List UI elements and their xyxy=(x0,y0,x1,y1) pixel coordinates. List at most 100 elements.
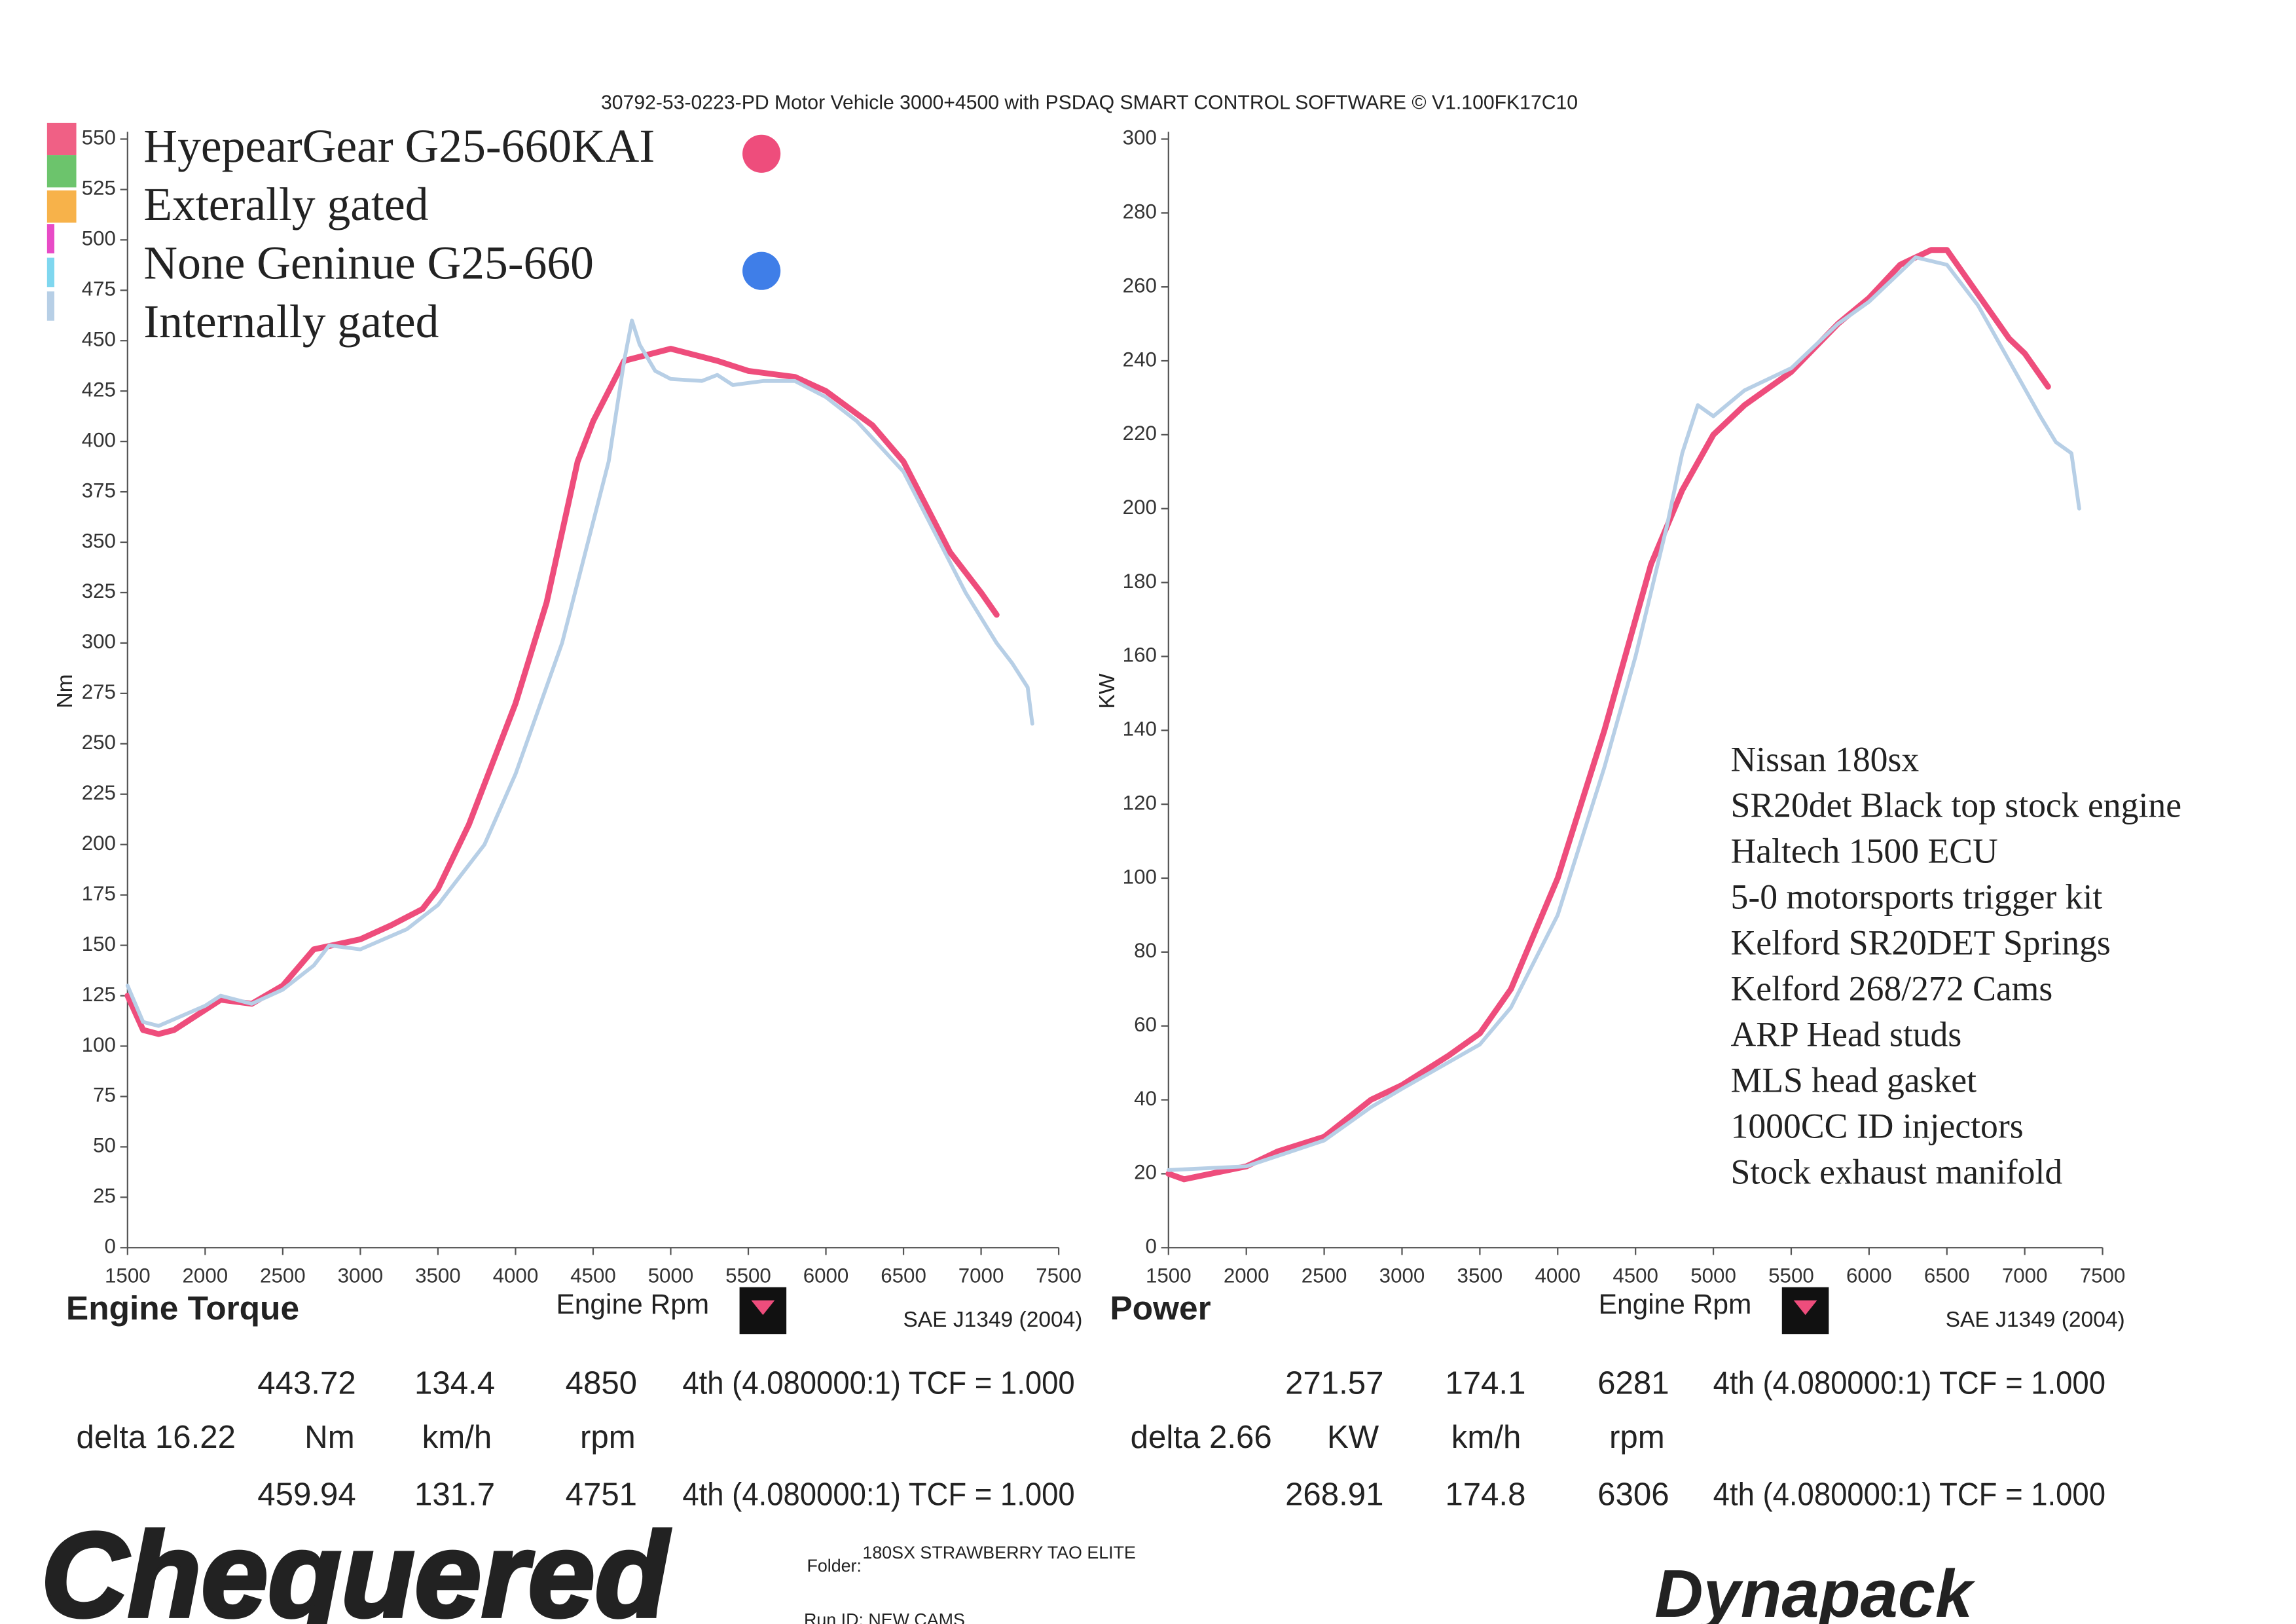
brand-logo: Chequered xyxy=(41,1507,671,1624)
y-tick-label: 160 xyxy=(1123,644,1157,667)
folder-label: Folder: xyxy=(807,1556,862,1576)
y-tick-label: 475 xyxy=(82,278,116,301)
x-tick-label: 6000 xyxy=(803,1264,849,1287)
standard: SAE J1349 (2004) xyxy=(1946,1308,2125,1332)
x-tick-label: 2500 xyxy=(1302,1264,1347,1287)
x-tick-label: 2000 xyxy=(1224,1264,1269,1287)
y-tick-label: 500 xyxy=(82,227,116,250)
series-line xyxy=(125,318,1034,1028)
note-line: SR20det Black top stock engine xyxy=(1731,785,2181,824)
x-tick-label: 5500 xyxy=(1768,1264,1814,1287)
x-tick-label: 2000 xyxy=(183,1264,228,1287)
x-tick-label: 6500 xyxy=(881,1264,926,1287)
y-tick-label: 225 xyxy=(82,781,116,804)
x-tick-label: 5000 xyxy=(648,1264,694,1287)
y-tick-label: 525 xyxy=(82,177,116,200)
x-tick-label: 2500 xyxy=(260,1264,306,1287)
chart: 0 25 50 75 100 125 150 175 200 225 250 275 300 325 350… xyxy=(53,120,1082,1335)
rpm-arrow xyxy=(1793,1300,1817,1316)
y-tick-label: 140 xyxy=(1123,718,1157,741)
y-tick-label: 40 xyxy=(1134,1087,1157,1110)
readout-upper: 271.57 xyxy=(1285,1365,1383,1401)
y-tick-label: 220 xyxy=(1123,422,1157,445)
y-tick-label: 275 xyxy=(82,680,116,703)
y-tick-label: 50 xyxy=(93,1134,116,1157)
y-tick-label: 300 xyxy=(82,630,116,653)
y-tick-label: 180 xyxy=(1123,570,1157,593)
readout-upper: 4th (4.080000:1) TCF = 1.000 xyxy=(1713,1365,2105,1401)
readout-unit: Nm xyxy=(304,1419,355,1455)
x-tick-label: 4000 xyxy=(493,1264,539,1287)
series-line xyxy=(1166,255,2081,1172)
readout-unit: km/h xyxy=(422,1419,492,1455)
x-tick-label: 3500 xyxy=(415,1264,461,1287)
y-tick-label: 150 xyxy=(82,932,116,955)
y-tick-label: 375 xyxy=(82,479,116,502)
y-tick-label: 350 xyxy=(82,529,116,552)
series-line xyxy=(124,346,1000,1037)
y-tick-label: 80 xyxy=(1134,939,1157,962)
notes: Nissan 180sx SR20det Black top stock engi… xyxy=(1731,739,2181,1191)
color-swatches xyxy=(46,122,77,321)
y-tick-label: 260 xyxy=(1123,274,1157,297)
y-tick-label: 300 xyxy=(1123,126,1157,149)
readout-lower: 4751 xyxy=(566,1476,637,1512)
x-tick-label: 7000 xyxy=(2002,1264,2048,1287)
x-tick-label: 3500 xyxy=(1457,1264,1503,1287)
legend-description: Exterally gated xyxy=(143,179,428,231)
readout-unit: KW xyxy=(1327,1419,1379,1455)
standard: SAE J1349 (2004) xyxy=(903,1308,1082,1332)
readout-lower: 6306 xyxy=(1597,1476,1669,1512)
readout-lower: 4th (4.080000:1) TCF = 1.000 xyxy=(1713,1476,2105,1512)
y-tick-label: 125 xyxy=(82,983,116,1006)
legend-name: HyepearGear G25-660KAI xyxy=(143,120,655,172)
readout-upper: 4850 xyxy=(566,1365,637,1401)
note-line: Kelford 268/272 Cams xyxy=(1731,969,2053,1008)
legend-dot xyxy=(742,251,781,290)
x-tick-label: 6500 xyxy=(1924,1264,1970,1287)
x-tick-label: 1500 xyxy=(1146,1264,1192,1287)
note-line: 1000CC ID injectors xyxy=(1731,1106,2024,1145)
readout-upper: 134.4 xyxy=(414,1365,495,1401)
readout-upper: 6281 xyxy=(1597,1365,1669,1401)
y-tick-label: 175 xyxy=(82,882,116,905)
x-tick-label: 5000 xyxy=(1690,1264,1736,1287)
y-tick-label: 100 xyxy=(82,1033,116,1056)
note-line: Haltech 1500 ECU xyxy=(1731,831,1998,870)
y-tick-label: 120 xyxy=(1123,791,1157,814)
run-id: Run ID: NEW CAMS xyxy=(804,1610,965,1624)
x-tick-label: 7000 xyxy=(958,1264,1004,1287)
y-tick-label: 0 xyxy=(105,1235,116,1258)
chart: 0 20 40 60 80 100 120 140 160 180 200 220 240 260 280 3… xyxy=(1095,126,2125,1335)
series-line xyxy=(1165,247,2051,1183)
y-tick-label: 280 xyxy=(1123,200,1157,223)
y-tick-label: 200 xyxy=(82,832,116,855)
note-line: Nissan 180sx xyxy=(1731,739,1920,779)
y-tick-label: 550 xyxy=(82,126,116,149)
x-axis-label: Engine Rpm xyxy=(556,1289,709,1320)
footer: Chequered Folder: 180SX STRAWBERRY TAO E… xyxy=(39,1505,1976,1624)
readout-lower: 131.7 xyxy=(414,1476,495,1512)
dyno-logo: Dynapack xyxy=(1654,1556,1976,1624)
header: 30792-53-0223-PD Motor Vehicle 3000+4500… xyxy=(601,92,1578,114)
x-tick-label: 1500 xyxy=(105,1264,151,1287)
x-tick-label: 7500 xyxy=(2080,1264,2126,1287)
y-tick-label: 20 xyxy=(1134,1161,1157,1184)
y-tick-label: 400 xyxy=(82,428,116,451)
y-tick-label: 75 xyxy=(93,1084,116,1107)
x-axis-label: Engine Rpm xyxy=(1599,1289,1752,1320)
x-tick-label: 6000 xyxy=(1846,1264,1892,1287)
legend-dot xyxy=(742,134,781,173)
y-tick-label: 200 xyxy=(1123,496,1157,519)
readout-unit: rpm xyxy=(1609,1419,1665,1455)
readout-lower: 174.8 xyxy=(1445,1476,1525,1512)
y-tick-label: 450 xyxy=(82,327,116,350)
note-line: 5-0 motorsports trigger kit xyxy=(1731,877,2103,916)
x-tick-label: 4500 xyxy=(1613,1264,1658,1287)
readout-delta: delta 2.66 xyxy=(1131,1419,1272,1455)
readout-unit: rpm xyxy=(580,1419,636,1455)
legend-description: Internally gated xyxy=(143,296,439,348)
y-tick-label: 250 xyxy=(82,731,116,754)
chart-title: Engine Torque xyxy=(66,1289,299,1327)
